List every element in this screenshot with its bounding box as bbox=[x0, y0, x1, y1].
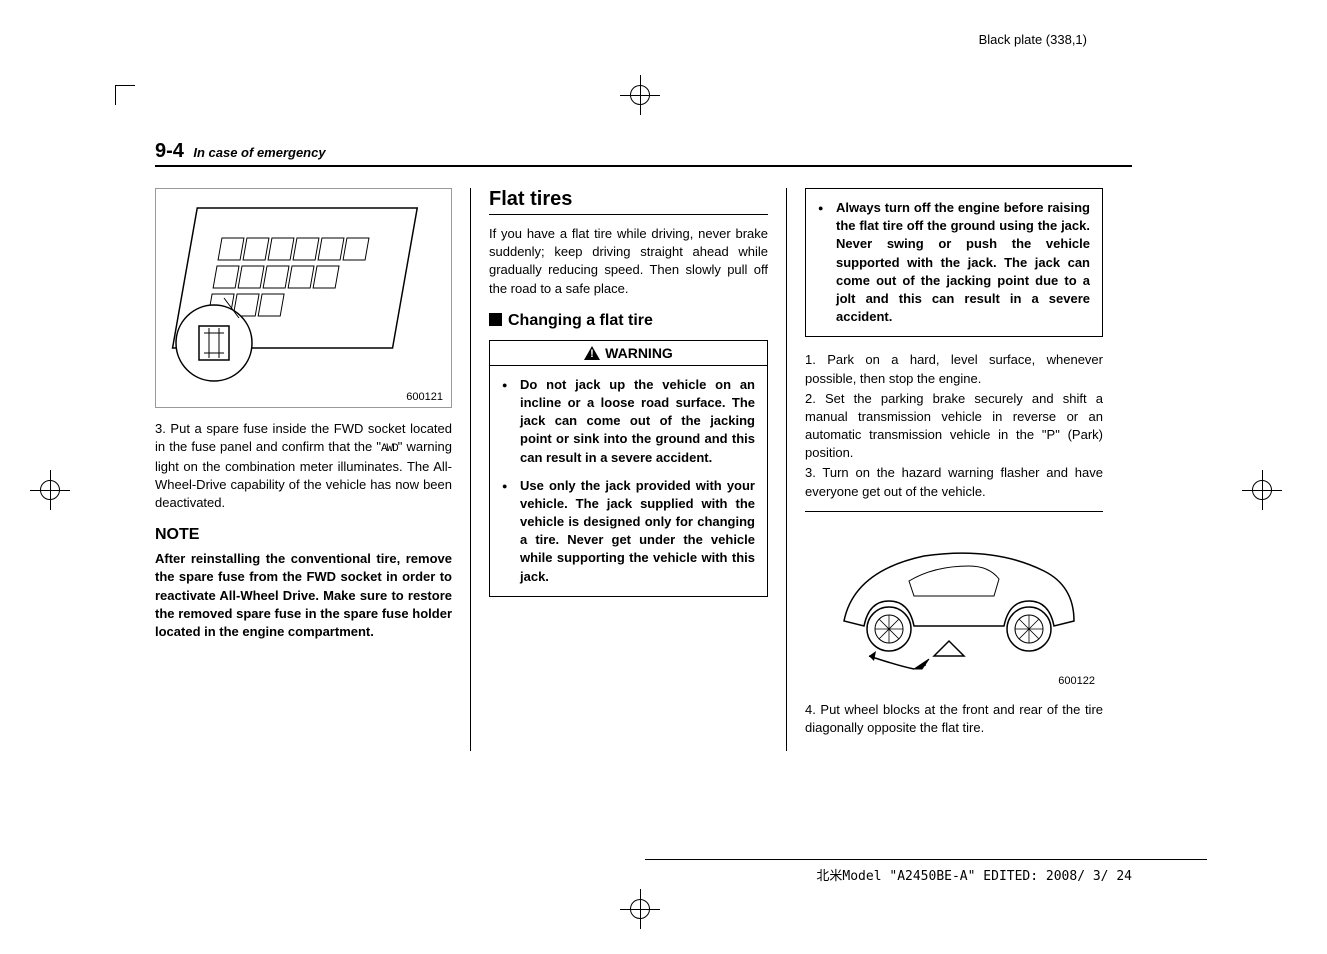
page-header: 9-4 In case of emergency bbox=[155, 140, 1132, 167]
page-number: 9-4 bbox=[155, 140, 184, 162]
footer-text: 北米Model "A2450BE-A" EDITED: 2008/ 3/ 24 bbox=[816, 865, 1132, 884]
col3-step-3: 3. Turn on the hazard warning flasher an… bbox=[805, 464, 1103, 500]
heading-changing-tire: Changing a flat tire bbox=[489, 312, 768, 330]
warning-body: Do not jack up the vehicle on an incline… bbox=[490, 366, 767, 596]
warning-triangle-icon bbox=[584, 346, 600, 360]
col3-step-2: 2. Set the parking brake securely and sh… bbox=[805, 390, 1103, 463]
warning-item: Always turn off the engine before raisin… bbox=[818, 199, 1090, 326]
note-heading: NOTE bbox=[155, 526, 452, 544]
warning-item: Do not jack up the vehicle on an incline… bbox=[502, 376, 755, 467]
column-1: 600121 3. Put a spare fuse inside the FW… bbox=[155, 188, 471, 751]
col1-paragraph: 3. Put a spare fuse inside the FWD socke… bbox=[155, 420, 452, 512]
crop-mark-right bbox=[1242, 470, 1282, 510]
column-3: Always turn off the engine before raisin… bbox=[787, 188, 1103, 751]
h2-marker-icon bbox=[489, 313, 502, 326]
page-title: In case of emergency bbox=[193, 145, 325, 160]
heading-flat-tires: Flat tires bbox=[489, 188, 768, 215]
warning-box: WARNING Do not jack up the vehicle on an… bbox=[489, 340, 768, 597]
figure-fuse-panel: 600121 bbox=[155, 188, 452, 408]
vehicle-side-illustration bbox=[814, 521, 1094, 681]
awd-glyph: AWD bbox=[381, 443, 398, 455]
footer-rule bbox=[645, 859, 1207, 860]
header-plate-text: Black plate (338,1) bbox=[979, 32, 1087, 47]
col3-step-4: 4. Put wheel blocks at the front and rea… bbox=[805, 701, 1103, 737]
col2-paragraph: If you have a flat tire while driving, n… bbox=[489, 225, 768, 298]
figure-wheel-blocks: 600122 bbox=[805, 511, 1103, 691]
crop-mark-bottom bbox=[620, 889, 660, 929]
figure-label: 600121 bbox=[406, 391, 443, 403]
crop-mark-top bbox=[620, 75, 660, 115]
note-text: After reinstalling the conventional tire… bbox=[155, 550, 452, 641]
column-2: Flat tires If you have a flat tire while… bbox=[471, 188, 787, 751]
warning-box-continued: Always turn off the engine before raisin… bbox=[805, 188, 1103, 337]
corner-mark-top-left bbox=[115, 85, 135, 105]
figure-label: 600122 bbox=[1058, 675, 1095, 687]
warning-item: Use only the jack provided with your veh… bbox=[502, 477, 755, 586]
col3-step-1: 1. Park on a hard, level surface, whenev… bbox=[805, 351, 1103, 387]
warning-header: WARNING bbox=[490, 341, 767, 366]
warning-label: WARNING bbox=[605, 345, 673, 361]
fuse-panel-illustration bbox=[169, 198, 439, 398]
h2-text: Changing a flat tire bbox=[508, 312, 653, 329]
content-columns: 600121 3. Put a spare fuse inside the FW… bbox=[155, 188, 1103, 751]
crop-mark-left bbox=[30, 470, 70, 510]
